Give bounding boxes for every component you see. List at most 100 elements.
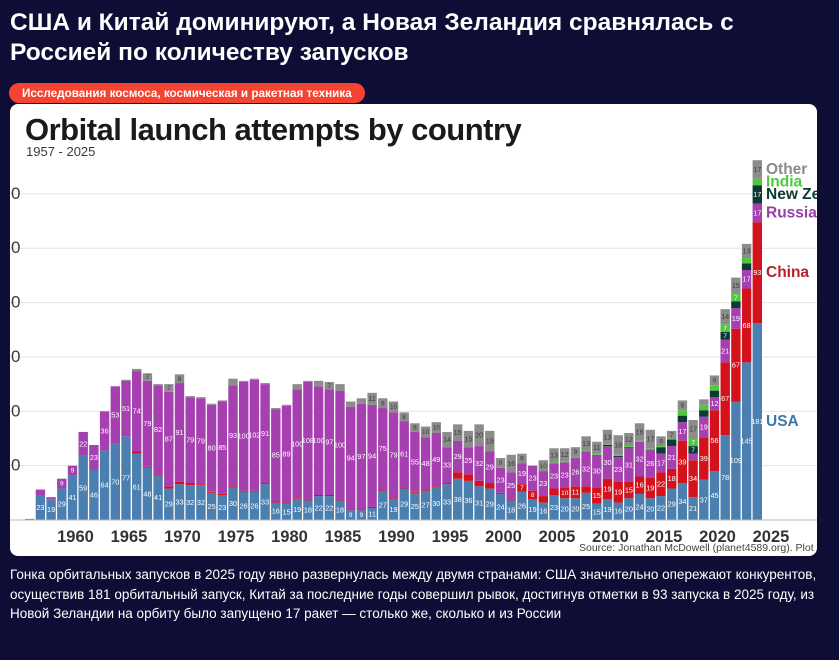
svg-text:26: 26 [646, 459, 654, 468]
svg-text:91: 91 [261, 429, 269, 438]
svg-text:1995: 1995 [432, 528, 469, 546]
svg-text:39: 39 [700, 454, 708, 463]
svg-text:13: 13 [550, 451, 558, 460]
svg-text:30: 30 [229, 499, 237, 508]
svg-text:1985: 1985 [325, 528, 362, 546]
svg-text:19: 19 [700, 422, 708, 431]
svg-text:79: 79 [143, 419, 151, 428]
svg-text:64: 64 [101, 481, 109, 490]
svg-text:19: 19 [518, 469, 526, 478]
svg-text:15: 15 [454, 428, 462, 437]
svg-text:7: 7 [734, 295, 738, 302]
svg-text:97: 97 [325, 438, 333, 447]
svg-text:17: 17 [743, 275, 751, 284]
svg-text:10: 10 [422, 429, 430, 436]
svg-text:29: 29 [486, 500, 494, 509]
svg-text:32: 32 [197, 498, 205, 507]
svg-text:89: 89 [282, 450, 290, 459]
svg-text:29: 29 [486, 463, 494, 472]
svg-text:9: 9 [520, 456, 524, 463]
svg-text:1960: 1960 [57, 528, 94, 546]
svg-text:19: 19 [614, 488, 622, 497]
svg-text:75: 75 [379, 444, 387, 453]
svg-text:20: 20 [561, 505, 569, 514]
svg-text:17: 17 [753, 165, 761, 174]
svg-text:16: 16 [539, 507, 547, 516]
svg-text:26: 26 [571, 468, 579, 477]
svg-text:85: 85 [272, 451, 280, 460]
svg-text:20: 20 [646, 505, 654, 514]
svg-text:145: 145 [741, 437, 753, 446]
svg-text:7: 7 [723, 325, 727, 332]
svg-text:23: 23 [539, 479, 547, 488]
svg-text:Other: Other [766, 161, 807, 178]
svg-text:49: 49 [432, 455, 440, 464]
svg-text:70: 70 [111, 477, 119, 486]
svg-text:82: 82 [154, 425, 162, 434]
svg-text:93: 93 [229, 431, 237, 440]
svg-text:9: 9 [713, 377, 717, 384]
svg-text:19: 19 [486, 437, 494, 446]
svg-text:17: 17 [753, 208, 761, 217]
svg-text:19: 19 [603, 484, 611, 493]
svg-text:91: 91 [175, 428, 183, 437]
svg-text:13: 13 [743, 246, 751, 255]
svg-text:18: 18 [507, 506, 515, 515]
svg-text:27: 27 [422, 501, 430, 510]
svg-text:29: 29 [400, 500, 408, 509]
svg-text:67: 67 [721, 394, 729, 403]
svg-text:55: 55 [411, 457, 419, 466]
svg-text:31: 31 [625, 461, 633, 470]
svg-text:9: 9 [659, 438, 663, 445]
svg-text:7: 7 [520, 485, 524, 492]
svg-text:8: 8 [413, 425, 417, 432]
svg-text:27: 27 [379, 501, 387, 510]
svg-text:9: 9 [499, 460, 503, 467]
svg-text:34: 34 [689, 474, 697, 483]
svg-text:10: 10 [433, 425, 441, 432]
svg-text:22: 22 [657, 480, 665, 489]
svg-text:39: 39 [678, 457, 686, 466]
svg-text:15: 15 [282, 507, 290, 516]
svg-text:25: 25 [411, 502, 419, 511]
svg-text:74: 74 [133, 407, 141, 416]
svg-text:11: 11 [368, 509, 376, 518]
svg-text:0: 0 [11, 401, 20, 420]
svg-text:32: 32 [186, 498, 194, 507]
svg-text:20: 20 [475, 431, 483, 440]
svg-text:9: 9 [60, 481, 64, 488]
svg-text:51: 51 [122, 404, 130, 413]
svg-text:48: 48 [422, 459, 430, 468]
svg-text:1990: 1990 [378, 528, 415, 546]
svg-text:94: 94 [368, 451, 376, 460]
svg-text:7: 7 [328, 383, 332, 390]
svg-text:33: 33 [261, 497, 269, 506]
svg-text:15: 15 [464, 434, 472, 443]
svg-text:33: 33 [443, 497, 451, 506]
svg-text:15: 15 [593, 491, 601, 500]
svg-text:38: 38 [454, 495, 462, 504]
svg-text:67: 67 [732, 361, 740, 370]
svg-text:9: 9 [71, 468, 75, 475]
svg-text:36: 36 [101, 426, 109, 435]
svg-text:23: 23 [218, 503, 226, 512]
svg-text:16: 16 [272, 507, 280, 516]
svg-text:46: 46 [90, 490, 98, 499]
svg-text:77: 77 [122, 474, 130, 483]
svg-text:9: 9 [574, 449, 578, 456]
svg-text:23: 23 [90, 453, 98, 462]
svg-text:19: 19 [389, 505, 397, 514]
svg-text:21: 21 [721, 346, 729, 355]
svg-text:93: 93 [753, 268, 761, 277]
svg-text:14: 14 [721, 312, 729, 321]
svg-text:12: 12 [561, 450, 569, 459]
svg-text:23: 23 [36, 503, 44, 512]
svg-text:18: 18 [304, 506, 312, 515]
svg-text:13: 13 [603, 432, 611, 441]
svg-text:97: 97 [357, 452, 365, 461]
svg-text:100: 100 [313, 436, 325, 445]
svg-text:19: 19 [293, 505, 301, 514]
svg-text:15: 15 [625, 486, 633, 495]
svg-text:19: 19 [47, 505, 55, 514]
svg-text:100: 100 [334, 440, 346, 449]
